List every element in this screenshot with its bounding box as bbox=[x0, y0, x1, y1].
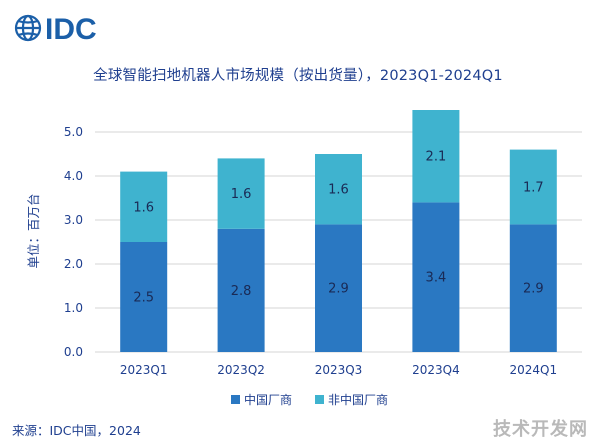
bar-non-china bbox=[509, 149, 557, 225]
legend-swatch-non-china bbox=[315, 395, 324, 404]
data-label: 2.9 bbox=[328, 282, 349, 297]
bar-china bbox=[315, 224, 362, 352]
x-tick-label: 2023Q3 bbox=[315, 363, 363, 377]
x-tick-label: 2023Q1 bbox=[120, 363, 168, 377]
idc-logo: IDC bbox=[14, 13, 97, 46]
legend-label: 非中国厂商 bbox=[328, 392, 388, 407]
y-tick-label: 0.0 bbox=[64, 345, 83, 359]
y-tick-label: 4.0 bbox=[64, 169, 83, 183]
data-label: 3.4 bbox=[426, 271, 447, 286]
x-tick-label: 2023Q2 bbox=[217, 363, 265, 377]
bar-china bbox=[412, 202, 460, 352]
data-label: 2.1 bbox=[426, 150, 447, 165]
legend-label: 中国厂商 bbox=[244, 392, 292, 407]
logo-text: IDC bbox=[45, 13, 97, 46]
y-tick-label: 2.0 bbox=[64, 257, 83, 271]
chart-title: 全球智能扫地机器人市场规模（按出货量），2023Q1-2024Q1 bbox=[93, 68, 503, 84]
y-tick-label: 5.0 bbox=[64, 125, 83, 139]
data-label: 1.6 bbox=[231, 187, 252, 202]
x-tick-label: 2024Q1 bbox=[509, 363, 557, 377]
data-label: 2.8 bbox=[231, 284, 252, 299]
bar-china bbox=[509, 224, 557, 352]
data-label: 2.5 bbox=[133, 291, 154, 306]
bar-non-china bbox=[217, 158, 265, 229]
bar-non-china bbox=[120, 171, 168, 242]
y-tick-label: 1.0 bbox=[64, 301, 83, 315]
data-label: 2.9 bbox=[523, 282, 544, 297]
data-label: 1.7 bbox=[523, 181, 544, 196]
data-label: 1.6 bbox=[133, 200, 154, 215]
x-tick-label: 2023Q4 bbox=[412, 363, 460, 377]
legend-swatch-china bbox=[231, 395, 240, 404]
bar-china bbox=[217, 228, 265, 352]
y-tick-label: 3.0 bbox=[64, 213, 83, 227]
watermark: 技术开发网 bbox=[493, 419, 588, 440]
globe-icon bbox=[14, 14, 42, 42]
bar-non-china bbox=[412, 110, 460, 203]
bar-china bbox=[120, 242, 168, 352]
y-axis-label: 单位：百万台 bbox=[26, 193, 41, 268]
bar-non-china bbox=[315, 154, 362, 225]
source-note: 来源：IDC中国，2024 bbox=[12, 423, 141, 438]
data-label: 1.6 bbox=[328, 183, 349, 198]
